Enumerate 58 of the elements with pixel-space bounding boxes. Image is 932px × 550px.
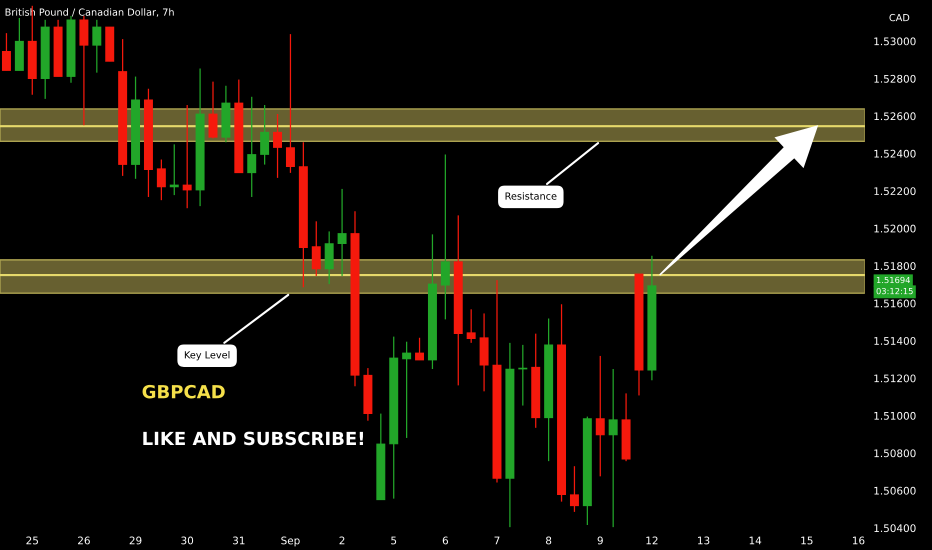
candlestick (170, 144, 179, 196)
y-tick-label: 1.53000 (874, 37, 916, 46)
x-tick-label: 12 (646, 536, 658, 544)
candlestick (338, 188, 347, 277)
x-tick-label: 15 (801, 536, 813, 544)
candlestick (608, 368, 618, 528)
candlestick (92, 19, 102, 74)
y-tick-label: 1.50600 (874, 486, 916, 495)
candlestick (596, 355, 605, 477)
x-tick-label: 6 (442, 536, 448, 544)
text: 1.51694 (876, 276, 910, 284)
x-tick-label: 2 (340, 536, 344, 544)
candlestick (466, 308, 476, 344)
x-tick-label: 5 (391, 536, 396, 544)
x-tick-label: 26 (78, 536, 90, 544)
y-tick-label: 1.52000 (874, 224, 916, 233)
candlestick (156, 158, 166, 201)
x-tick-label: 31 (232, 536, 244, 544)
candlestick (286, 33, 295, 174)
candlestick (260, 104, 270, 166)
candlestick (182, 104, 192, 209)
annotation: GBPCAD (142, 384, 225, 398)
y-tick-label: 1.51800 (874, 262, 916, 270)
x-tick-label: 16 (852, 536, 864, 544)
candlestick (440, 154, 450, 320)
candlestick (415, 337, 424, 361)
annotation: Resistance (506, 192, 556, 200)
annotation: LIKE AND SUBSCRIBE! (143, 432, 363, 446)
x-tick-label: 13 (698, 536, 710, 544)
y-tick-label: 1.51200 (874, 374, 916, 382)
x-tick-label: 25 (26, 536, 38, 544)
candlestick (208, 81, 218, 139)
candlestick (273, 113, 282, 178)
candlestick (570, 466, 579, 513)
x-tick-label: 7 (494, 536, 500, 544)
x-tick-label: Sep (281, 536, 300, 546)
x-tick-label: 9 (598, 536, 603, 544)
y-tick-label: 1.51000 (874, 412, 916, 420)
candlestick (2, 32, 11, 72)
y-tick-label: 1.52200 (874, 187, 916, 196)
y-tick-label: 1.51400 (874, 336, 916, 345)
candlestick (312, 220, 321, 277)
annotation: Key Level (184, 351, 230, 360)
x-tick-label: 29 (130, 536, 142, 544)
y-axis-title: CAD (889, 14, 910, 22)
text: 03:12:15 (876, 288, 913, 294)
candlestick (402, 341, 412, 439)
x-tick-label: 8 (546, 536, 552, 544)
y-tick-label: 1.52600 (874, 112, 916, 120)
y-tick-label: 1.51600 (874, 300, 916, 308)
y-tick-label: 1.52800 (874, 74, 916, 83)
x-tick-label: 14 (750, 536, 762, 544)
x-tick-label: 30 (181, 536, 194, 544)
candlestick (518, 344, 528, 406)
y-tick-label: 1.50400 (874, 524, 916, 532)
candlestick (247, 96, 256, 198)
y-tick-label: 1.50800 (874, 449, 916, 458)
y-tick-label: 1.52400 (874, 150, 916, 158)
